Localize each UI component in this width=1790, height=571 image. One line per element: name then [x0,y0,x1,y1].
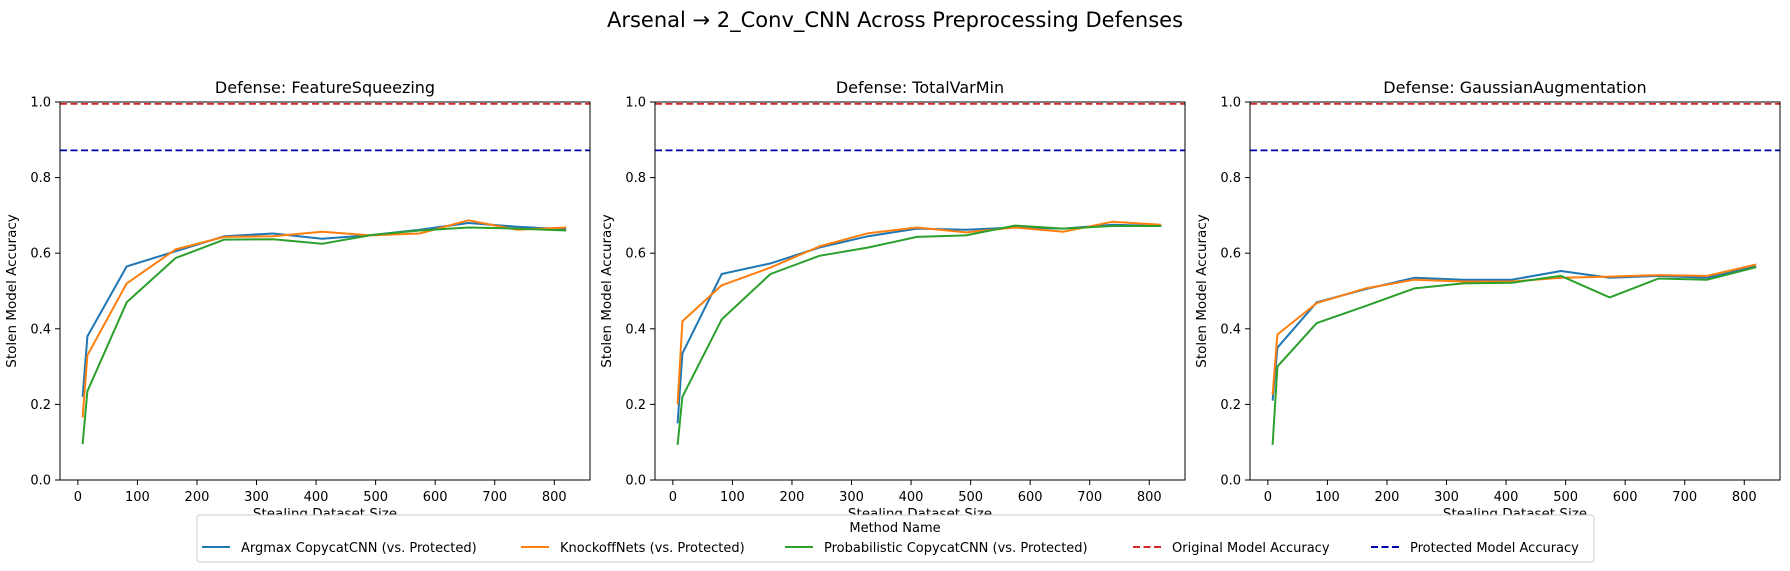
x-tick-label: 100 [720,490,745,505]
x-tick-label: 700 [1077,490,1102,505]
legend-label: Protected Model Accuracy [1410,541,1579,556]
y-tick-label: 0.2 [1220,398,1241,413]
chart-panel-2: 0.0 0.2 0.4 0.6 0.8 1.0 0 100 200 300 400 500 600 700… [599,78,1186,522]
series-line-knockoffnets-vs-protected [81,219,567,418]
legend-frame [196,514,1595,563]
chart-panel-3: 0.0 0.2 0.4 0.6 0.8 1.0 0 100 200 300 400 500 600 700… [1194,78,1781,522]
y-tick-label: 0.0 [30,474,51,489]
y-tick-label: 0.8 [30,171,51,186]
y-tick-label: 1.0 [30,96,51,111]
y-tick-label: 0.6 [625,247,646,262]
x-tick-label: 500 [363,490,388,505]
panel-title: Defense: TotalVarMin [836,78,1004,97]
legend-title: Method Name [849,521,940,536]
x-tick-label: 200 [1375,490,1400,505]
plot-frame [654,101,1186,481]
y-tick-label: 0.4 [625,322,646,337]
legend-entry: KnockoffNets (vs. Protected) [521,541,745,556]
y-tick-label: 0.0 [625,474,646,489]
y-tick-label: 0.2 [30,398,51,413]
x-tick-label: 0 [74,490,82,505]
chart-panel-1: 0.0 0.2 0.4 0.6 0.8 1.0 0 100 200 300 400 500 600 700… [4,78,591,522]
y-tick-label: 0.8 [625,171,646,186]
y-tick-label: 1.0 [1220,96,1241,111]
x-tick-label: 800 [1137,490,1162,505]
x-tick-label: 200 [780,490,805,505]
y-tick-label: 1.0 [625,96,646,111]
series-line-knockoffnets-vs-protected [676,220,1162,405]
x-tick-label: 100 [125,490,150,505]
panel-title: Defense: GaussianAugmentation [1383,78,1646,97]
figure-title: Arsenal → 2_Conv_CNN Across Preprocessin… [607,8,1183,33]
legend-label: Probabilistic CopycatCNN (vs. Protected) [824,541,1088,556]
y-tick-label: 0.2 [625,398,646,413]
series-line-probabilistic-copycatcnn-vs-protected [676,224,1162,445]
series-line-argmax-copycatcnn-vs-protected [676,223,1162,424]
x-tick-label: 400 [304,490,329,505]
x-tick-label: 0 [669,490,677,505]
legend-entry: Argmax CopycatCNN (vs. Protected) [202,541,477,556]
legend-entry: Original Model Accuracy [1133,541,1330,556]
x-tick-label: 0 [1264,490,1272,505]
x-tick-label: 200 [185,490,210,505]
y-tick-label: 0.6 [1220,247,1241,262]
x-tick-label: 300 [1434,490,1459,505]
y-tick-label: 0.4 [1220,322,1241,337]
x-tick-label: 800 [1732,490,1757,505]
series-line-argmax-copycatcnn-vs-protected [81,222,567,397]
x-tick-label: 100 [1315,490,1340,505]
legend-label: KnockoffNets (vs. Protected) [560,541,745,556]
y-axis-label: Stolen Model Accuracy [599,214,615,367]
x-tick-label: 800 [542,490,567,505]
x-tick-label: 500 [1553,490,1578,505]
legend-label: Argmax CopycatCNN (vs. Protected) [241,541,477,556]
series-line-probabilistic-copycatcnn-vs-protected [1271,266,1757,445]
legend-label: Original Model Accuracy [1172,541,1330,556]
legend-entries: Argmax CopycatCNN (vs. Protected) Knockof… [202,541,1579,556]
y-tick-label: 0.0 [1220,474,1241,489]
legend-entry: Protected Model Accuracy [1371,541,1579,556]
x-tick-label: 300 [839,490,864,505]
legend: Method Name Argmax CopycatCNN (vs. Prote… [196,514,1595,563]
y-tick-label: 0.4 [30,322,51,337]
chart-panels: 0.0 0.2 0.4 0.6 0.8 1.0 0 100 200 300 400 500 600 700… [4,78,1781,522]
y-axis-label: Stolen Model Accuracy [4,214,20,367]
legend-entry: Probabilistic CopycatCNN (vs. Protected) [785,541,1088,556]
y-tick-label: 0.8 [1220,171,1241,186]
plot-frame [59,101,591,481]
y-tick-label: 0.6 [30,247,51,262]
plot-frame [1249,101,1781,481]
series-line-argmax-copycatcnn-vs-protected [1271,265,1757,401]
x-tick-label: 400 [1494,490,1519,505]
x-tick-label: 300 [244,490,269,505]
x-tick-label: 700 [482,490,507,505]
series-line-knockoffnets-vs-protected [1271,263,1757,395]
series-line-probabilistic-copycatcnn-vs-protected [81,226,567,445]
x-tick-label: 400 [899,490,924,505]
y-axis-label: Stolen Model Accuracy [1194,214,1210,367]
panel-title: Defense: FeatureSqueezing [215,78,435,97]
x-tick-label: 500 [958,490,983,505]
x-tick-label: 600 [423,490,448,505]
x-tick-label: 700 [1672,490,1697,505]
x-tick-label: 600 [1613,490,1638,505]
x-tick-label: 600 [1018,490,1043,505]
